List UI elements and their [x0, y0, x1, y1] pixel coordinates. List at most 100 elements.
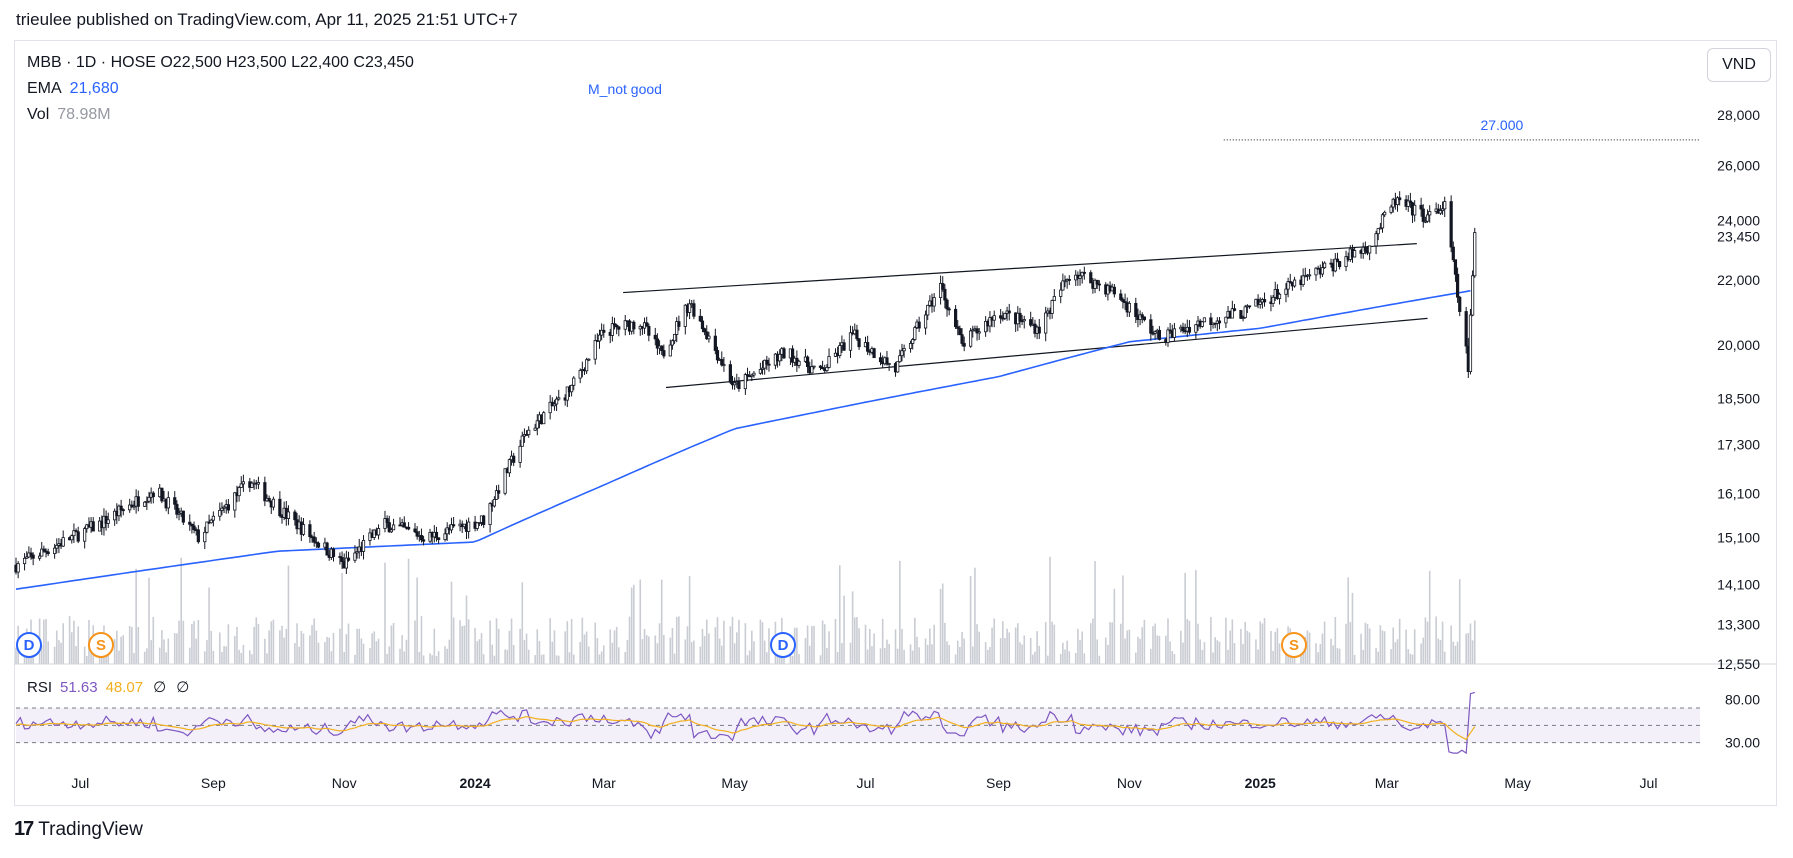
candle-body	[653, 334, 657, 340]
candle-body	[999, 315, 1003, 319]
candle-body	[722, 364, 726, 367]
candle-body	[361, 540, 366, 552]
rsi-legend[interactable]: RSI 51.63 48.07 ∅ ∅	[27, 678, 189, 696]
candle-body	[602, 329, 606, 333]
volume-bar	[600, 651, 603, 664]
volume-bar	[626, 639, 629, 664]
volume-bar	[388, 646, 391, 664]
volume-bar	[1360, 633, 1362, 664]
volume-bar	[1180, 630, 1182, 664]
volume-bar	[1210, 616, 1212, 664]
candle-body	[900, 350, 904, 357]
volume-bar	[281, 625, 283, 664]
volume-bar	[583, 634, 586, 664]
volume-bar	[823, 624, 826, 664]
volume-bar	[60, 642, 62, 664]
volume-bar	[519, 628, 521, 664]
volume-bar	[1315, 643, 1317, 664]
volume-bar	[1029, 638, 1032, 664]
volume-bar	[128, 625, 131, 664]
candle-body	[1166, 329, 1170, 344]
volume-bar	[347, 623, 350, 664]
volume-bar	[1338, 648, 1341, 664]
volume-bar	[536, 629, 539, 664]
annotation-note[interactable]: M_not good	[588, 81, 662, 97]
volume-bar	[1458, 579, 1461, 664]
volume-bar	[1019, 642, 1021, 664]
candle-body	[406, 526, 411, 530]
volume-bar	[587, 646, 590, 664]
volume-legend[interactable]: Vol 78.98M	[27, 106, 111, 124]
candle-body	[1217, 320, 1222, 324]
dividend-event-icon[interactable]: D	[770, 632, 796, 658]
candle-body	[1168, 329, 1172, 332]
candle-body	[715, 350, 720, 361]
price-tick-label: 20,000	[1717, 337, 1760, 353]
volume-bar	[1272, 650, 1274, 664]
currency-button[interactable]: VND	[1707, 48, 1771, 82]
volume-bar	[961, 632, 963, 664]
volume-bar	[476, 641, 479, 664]
volume-bar	[1345, 623, 1347, 664]
volume-bar	[866, 649, 869, 664]
candle-body	[960, 334, 964, 344]
candle-body	[1097, 283, 1101, 286]
candle-body	[898, 355, 902, 363]
candle-body	[908, 343, 913, 349]
volume-bar	[633, 584, 635, 664]
volume-bar	[1428, 570, 1431, 664]
candle-body	[969, 330, 973, 347]
volume-bar	[73, 620, 75, 664]
symbol-legend[interactable]: MBB · 1D · HOSE O22,500 H23,500 L22,400 …	[27, 54, 414, 72]
split-event-icon[interactable]: S	[1281, 632, 1307, 658]
volume-bar	[660, 579, 663, 664]
candle-body	[668, 344, 672, 357]
volume-bar	[1023, 635, 1026, 664]
candle-body	[670, 340, 675, 346]
chart-frame	[14, 40, 1777, 806]
volume-bar	[1398, 618, 1401, 664]
volume-bar	[354, 654, 356, 664]
volume-bar	[512, 644, 515, 664]
candle-body	[482, 515, 486, 525]
candle-body	[707, 335, 711, 340]
volume-bar	[399, 648, 401, 664]
candle-body	[344, 557, 348, 569]
candle-body	[166, 497, 170, 509]
volume-bar	[673, 653, 676, 664]
volume-bar	[313, 618, 315, 664]
candle-body	[760, 367, 765, 370]
volume-bar	[272, 619, 275, 664]
candle-body	[1258, 301, 1262, 305]
ema-layer	[15, 289, 1471, 590]
volume-bar	[116, 630, 118, 664]
candle-body	[703, 328, 707, 333]
volume-bar	[976, 624, 978, 664]
volume-bar	[1435, 616, 1437, 664]
candle-body	[355, 551, 359, 554]
volume-bar	[684, 639, 687, 664]
volume-bar	[298, 646, 300, 664]
time-tick-label: Jul	[71, 775, 89, 791]
candle-body	[1239, 310, 1243, 319]
candle-body	[413, 528, 417, 533]
candle-body	[147, 496, 151, 502]
candle-body	[593, 340, 597, 360]
volume-bar	[120, 636, 122, 664]
candle-body	[1408, 200, 1412, 204]
volume-bar	[309, 635, 311, 664]
footer-brand[interactable]: 17 TradingView	[14, 818, 143, 841]
candle-body	[46, 551, 50, 555]
dividend-event-icon[interactable]: D	[16, 632, 42, 658]
volume-bar	[1270, 630, 1272, 664]
volume-bar	[180, 557, 182, 664]
candle-body	[222, 506, 226, 509]
volume-bar	[356, 628, 358, 664]
candle-body	[61, 537, 65, 547]
split-event-icon[interactable]: S	[88, 632, 114, 658]
ema-legend[interactable]: EMA 21,680	[27, 80, 119, 98]
volume-bar	[251, 654, 253, 664]
volume-bar	[1257, 649, 1259, 664]
candle-body	[782, 348, 786, 359]
